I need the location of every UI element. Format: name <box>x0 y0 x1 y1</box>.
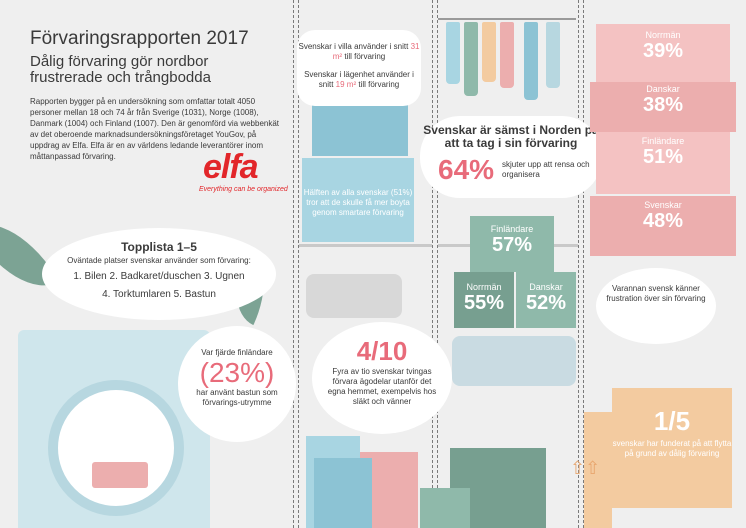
towel-stack <box>452 336 576 386</box>
garment <box>464 22 478 96</box>
storage-box <box>312 104 408 156</box>
toplist-bubble: Topplista 1–5 Oväntade platser svenskar … <box>42 228 276 320</box>
pink-basket <box>92 462 148 488</box>
move-value: 1/5 <box>653 406 691 436</box>
toplist-line: 4. Torktumlaren 5. Bastun <box>102 289 216 300</box>
towel-stack <box>306 274 402 318</box>
frustration-box-norway: Norrmän 39% <box>596 24 730 82</box>
outside-value: 4/10 <box>356 336 408 366</box>
outside-text: Fyra av tio svenskar tvingas förvara ägo… <box>327 367 437 406</box>
move-box: 1/5 svenskar har funderat på att flytta … <box>612 388 732 508</box>
garment <box>524 22 538 100</box>
shelf-pole <box>293 0 299 528</box>
frustration-box-denmark: Danskar 38% <box>590 82 736 132</box>
intro-text: Rapporten bygger på en undersökning som … <box>30 97 280 161</box>
sauna-line: har använt bastun som förvarings-utrymme <box>196 388 278 407</box>
elfa-logo: elfa <box>203 148 259 186</box>
garment <box>546 22 560 88</box>
storage-box <box>420 488 470 528</box>
procrastinate-box-finland: Finländare 57% <box>470 216 554 272</box>
shelf <box>299 244 432 247</box>
storage-box <box>314 458 372 528</box>
shelf-pole <box>432 0 438 528</box>
worst-title: Svenskar är sämst i Norden på att ta tag… <box>423 123 599 150</box>
sauna-line: Var fjärde finländare <box>201 348 273 357</box>
frustration-box-sweden: Svenskar 48% <box>590 196 736 256</box>
villa-bubble: Svenskar i villa använder i snitt 31 m² … <box>297 30 421 106</box>
sauna-percent: (23%) <box>199 357 275 388</box>
varannan-bubble: Varannan svensk känner frustration över … <box>596 268 716 344</box>
machine-drum <box>48 380 184 516</box>
arrow-up-icon: ⇧⇧ <box>570 458 601 478</box>
clothes-rail <box>438 18 576 20</box>
worst-bubble: Svenskar är sämst i Norden på att ta tag… <box>420 116 602 198</box>
move-text: svenskar har funderat på att flytta på g… <box>612 439 732 458</box>
garment <box>482 22 496 82</box>
half-box: Hälften av alla svenskar (51%) tror att … <box>302 158 414 242</box>
toplist-title: Topplista 1–5 <box>121 240 197 254</box>
toplist-line: 1. Bilen 2. Badkaret/duschen 3. Ugnen <box>73 271 245 282</box>
page-subtitle: Dålig förvaring gör nordbor frustrerade … <box>30 53 211 86</box>
shelf-pole <box>578 0 584 528</box>
outside-bubble: 4/10 Fyra av tio svenskar tvingas förvar… <box>312 322 452 434</box>
garment <box>500 22 514 88</box>
apartment-line: Svenskar i lägenhet använder i snitt 19 … <box>304 70 414 89</box>
garment <box>446 22 460 84</box>
frustration-box-finland: Finländare 51% <box>596 132 730 194</box>
procrastinate-box-denmark: Danskar 52% <box>516 272 576 328</box>
move-box <box>584 412 612 528</box>
worst-text: skjuter upp att rensa och organisera <box>502 160 590 179</box>
procrastinate-box-norway: Norrmän 55% <box>454 272 514 328</box>
logo-tagline: Everything can be organized <box>199 186 288 193</box>
sauna-bubble: Var fjärde finländare (23%) har använt b… <box>178 326 296 442</box>
varannan-text: Varannan svensk känner frustration över … <box>606 284 706 303</box>
worst-percent: 64% <box>438 154 495 185</box>
toplist-subtitle: Oväntade platser svenskar använder som f… <box>67 256 251 265</box>
villa-line: Svenskar i villa använder i snitt 31 m² … <box>298 42 420 61</box>
page-title: Förvaringsrapporten 2017 <box>30 28 249 49</box>
